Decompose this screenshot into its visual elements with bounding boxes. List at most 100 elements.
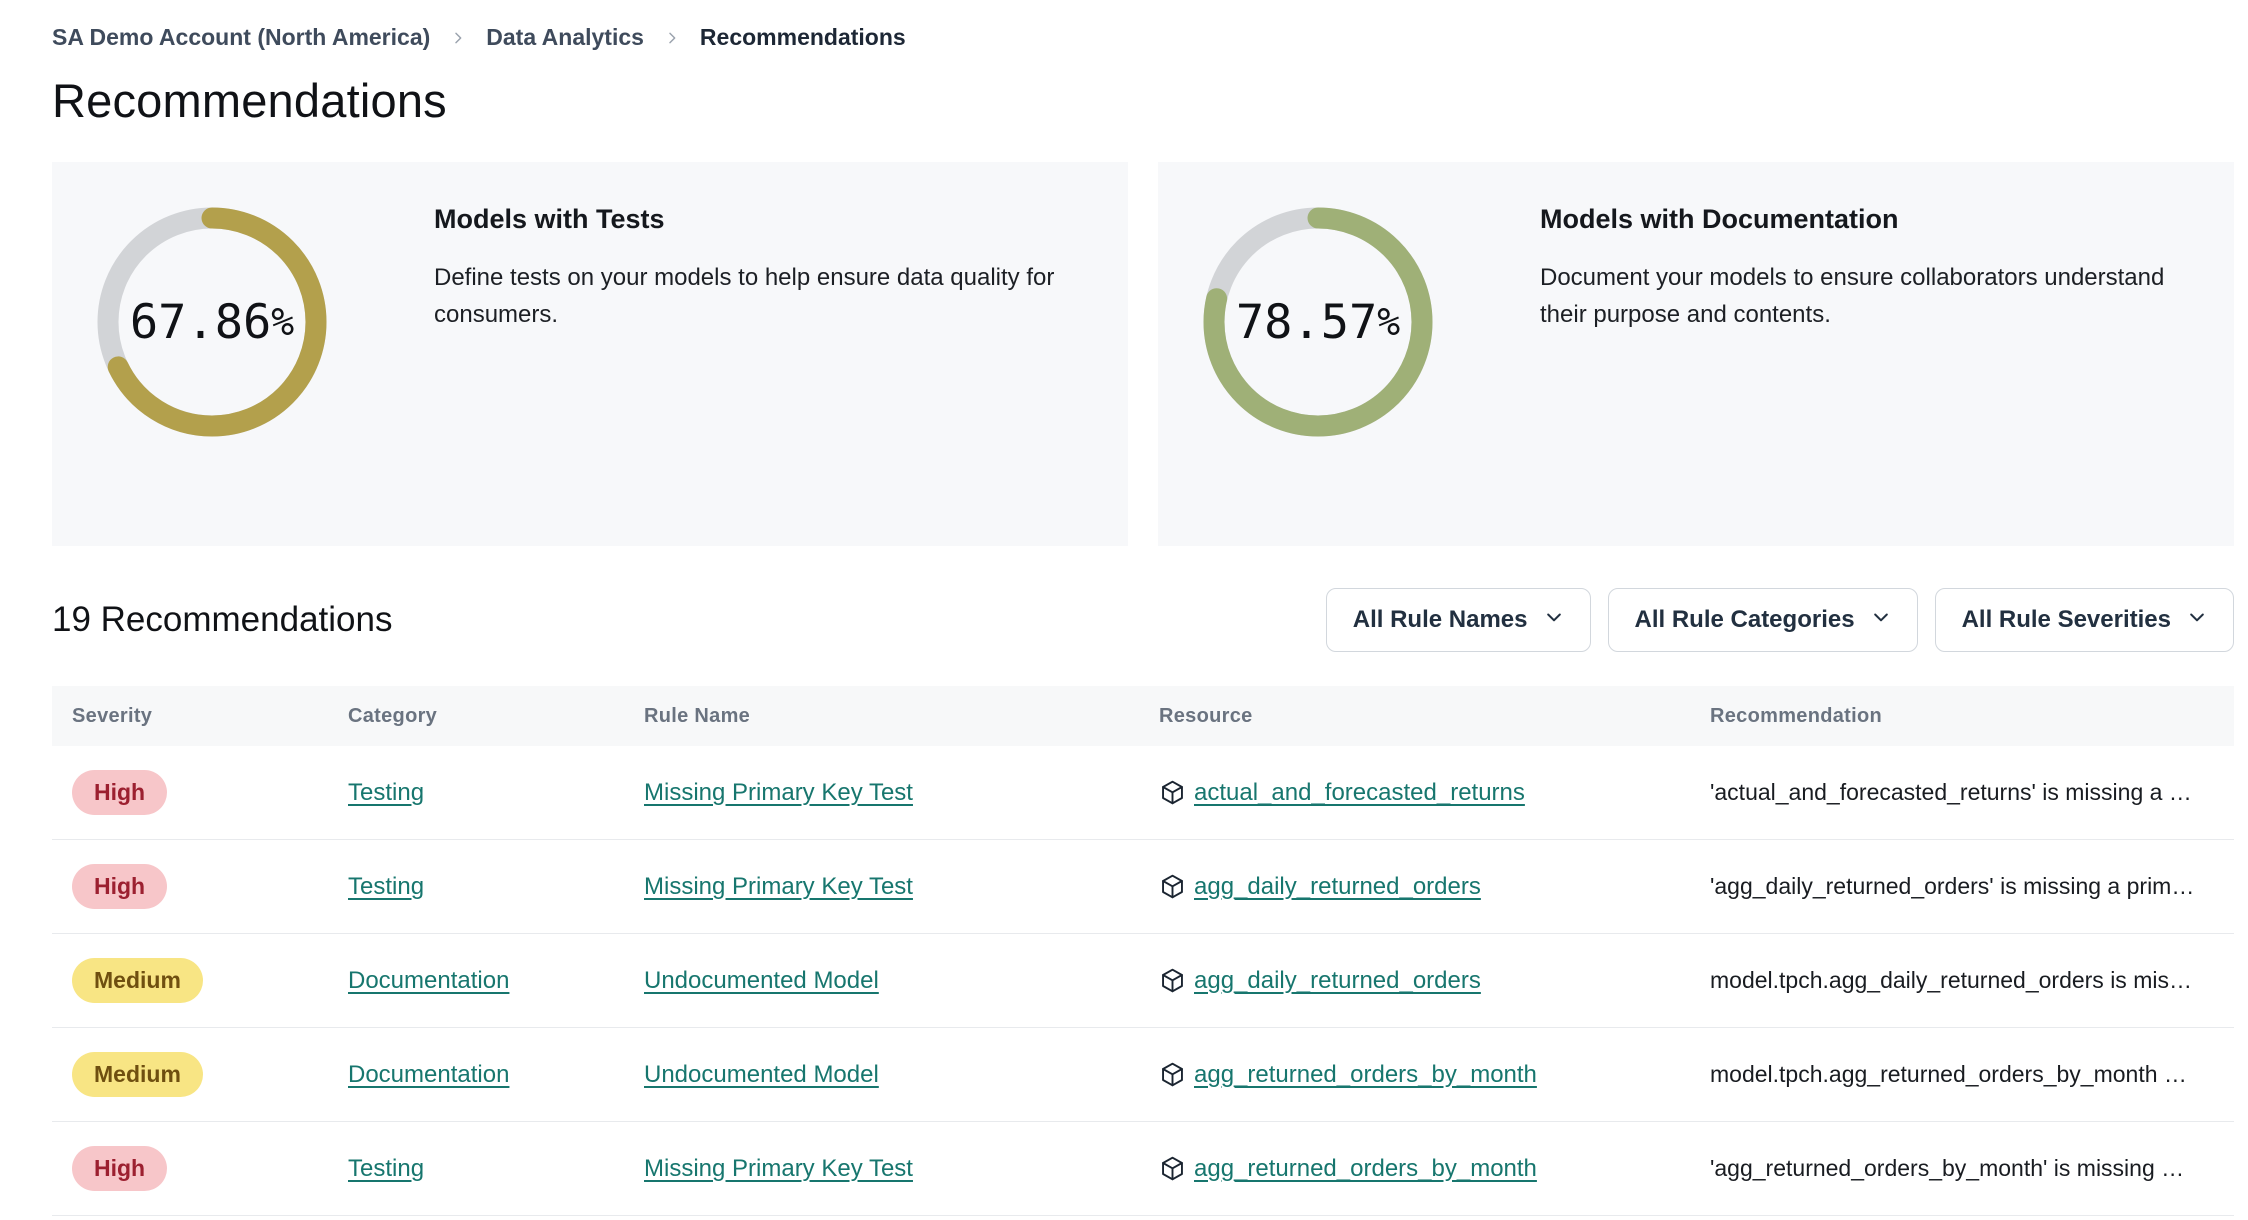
filters: All Rule Names All Rule Categories All R… [1325, 588, 2234, 652]
rule-names-filter-dropdown[interactable]: All Rule Names [1325, 588, 1591, 652]
column-header-severity: Severity [72, 704, 153, 727]
recommendation-text: 'agg_returned_orders_by_month' is missin… [1710, 1155, 2185, 1181]
rule-name-cell: Missing Primary Key Test [644, 873, 1159, 901]
column-header-resource: Resource [1159, 704, 1253, 727]
table-row: Medium Documentation Undocumented Model … [52, 934, 2234, 1028]
page-title: Recommendations [52, 74, 447, 127]
table-row: High Testing Missing Primary Key Test ag… [52, 840, 2234, 934]
docs-card-title: Models with Documentation [1540, 204, 1899, 234]
tests-card-text: Models with Tests Define tests on your m… [434, 200, 1084, 333]
filter-label: All Rule Names [1352, 606, 1528, 633]
tests-percent-label: 67.86% [129, 294, 295, 350]
table-row: Medium Documentation Undocumented Model … [52, 1028, 2234, 1122]
category-cell: Testing [348, 1155, 644, 1183]
rule-severities-filter-dropdown[interactable]: All Rule Severities [1934, 588, 2234, 652]
recommendations-table: Severity Category Rule Name Resource Rec… [52, 686, 2234, 1216]
recommendations-count-title: 19 Recommendations [52, 600, 393, 639]
rule-name-cell: Missing Primary Key Test [644, 779, 1159, 807]
category-link[interactable]: Documentation [348, 966, 510, 994]
category-cell: Documentation [348, 1061, 644, 1089]
tests-card-description: Define tests on your models to help ensu… [434, 264, 1055, 329]
rule-name-link[interactable]: Undocumented Model [644, 966, 879, 994]
category-cell: Testing [348, 779, 644, 807]
model-cube-icon [1159, 1061, 1186, 1088]
table-row: High Testing Missing Primary Key Test ac… [52, 746, 2234, 840]
donut-arc [97, 207, 327, 437]
column-header-category: Category [348, 704, 438, 727]
donut-ring [97, 207, 327, 437]
rule-categories-filter-dropdown[interactable]: All Rule Categories [1607, 588, 1918, 652]
chevron-down-icon [1871, 606, 1891, 634]
docs-percent-label: 78.57% [1235, 294, 1401, 350]
severity-cell: High [72, 1146, 348, 1191]
resource-link[interactable]: agg_daily_returned_orders [1194, 872, 1481, 900]
recommendation-text: model.tpch.agg_daily_returned_orders is … [1710, 967, 2192, 993]
resource-cell: actual_and_forecasted_returns [1159, 779, 1710, 807]
severity-cell: Medium [72, 958, 348, 1003]
severity-cell: Medium [72, 1052, 348, 1097]
table-body: High Testing Missing Primary Key Test ac… [52, 746, 2234, 1216]
docs-donut-chart: 78.57% [1202, 206, 1434, 438]
column-header-recommendation: Recommendation [1710, 704, 1883, 727]
recommendation-text: 'actual_and_forecasted_returns' is missi… [1710, 779, 2192, 805]
severity-badge: Medium [72, 1052, 203, 1097]
category-link[interactable]: Testing [348, 1154, 425, 1182]
category-link[interactable]: Testing [348, 778, 425, 806]
chevron-right-icon [450, 30, 466, 46]
table-header-row: Severity Category Rule Name Resource Rec… [52, 686, 2234, 746]
chevron-right-icon [664, 30, 680, 46]
model-cube-icon [1159, 1155, 1186, 1182]
chevron-down-icon [2187, 606, 2207, 634]
recommendation-text: model.tpch.agg_returned_orders_by_month … [1710, 1061, 2187, 1087]
table-row: High Testing Missing Primary Key Test ag… [52, 1122, 2234, 1216]
tests-card-title: Models with Tests [434, 204, 665, 234]
filter-label: All Rule Categories [1634, 606, 1855, 633]
breadcrumb-current: Recommendations [699, 24, 906, 50]
category-cell: Documentation [348, 967, 644, 995]
resource-link[interactable]: actual_and_forecasted_returns [1194, 778, 1525, 806]
filter-label: All Rule Severities [1961, 606, 2171, 633]
rule-name-cell: Missing Primary Key Test [644, 1155, 1159, 1183]
resource-cell: agg_daily_returned_orders [1159, 873, 1710, 901]
resource-cell: agg_returned_orders_by_month [1159, 1155, 1710, 1183]
model-cube-icon [1159, 873, 1186, 900]
severity-badge: Medium [72, 958, 203, 1003]
rule-name-link[interactable]: Missing Primary Key Test [644, 872, 913, 900]
resource-link[interactable]: agg_daily_returned_orders [1194, 966, 1481, 994]
severity-cell: High [72, 770, 348, 815]
models-with-documentation-card: 78.57% Models with Documentation Documen… [1158, 162, 2234, 546]
category-link[interactable]: Documentation [348, 1060, 510, 1088]
rule-name-cell: Undocumented Model [644, 967, 1159, 995]
chevron-down-icon [1544, 606, 1564, 634]
severity-badge: High [72, 770, 168, 815]
severity-badge: High [72, 1146, 168, 1191]
models-with-tests-card: 67.86% Models with Tests Define tests on… [52, 162, 1128, 546]
column-header-rule-name: Rule Name [644, 704, 751, 727]
stat-cards: 67.86% Models with Tests Define tests on… [52, 162, 2234, 546]
resource-cell: agg_daily_returned_orders [1159, 967, 1710, 995]
donut-ring [1203, 207, 1433, 437]
resource-link[interactable]: agg_returned_orders_by_month [1194, 1154, 1537, 1182]
docs-card-text: Models with Documentation Document your … [1540, 200, 2190, 333]
docs-card-description: Document your models to ensure collabora… [1540, 264, 2165, 329]
model-cube-icon [1159, 779, 1186, 806]
tests-donut-chart: 67.86% [96, 206, 328, 438]
breadcrumb-project-link[interactable]: Data Analytics [486, 24, 644, 50]
category-link[interactable]: Testing [348, 872, 425, 900]
severity-cell: High [72, 864, 348, 909]
category-cell: Testing [348, 873, 644, 901]
model-cube-icon [1159, 967, 1186, 994]
breadcrumb-account-link[interactable]: SA Demo Account (North America) [52, 24, 431, 50]
list-header: 19 Recommendations All Rule Names All Ru… [52, 588, 2234, 652]
resource-cell: agg_returned_orders_by_month [1159, 1061, 1710, 1089]
rule-name-link[interactable]: Undocumented Model [644, 1060, 879, 1088]
breadcrumb: SA Demo Account (North America) Data Ana… [52, 24, 2234, 51]
rule-name-link[interactable]: Missing Primary Key Test [644, 1154, 913, 1182]
recommendation-text: 'agg_daily_returned_orders' is missing a… [1710, 873, 2195, 899]
rule-name-cell: Undocumented Model [644, 1061, 1159, 1089]
resource-link[interactable]: agg_returned_orders_by_month [1194, 1060, 1537, 1088]
severity-badge: High [72, 864, 168, 909]
rule-name-link[interactable]: Missing Primary Key Test [644, 778, 913, 806]
donut-arc [1203, 207, 1433, 437]
